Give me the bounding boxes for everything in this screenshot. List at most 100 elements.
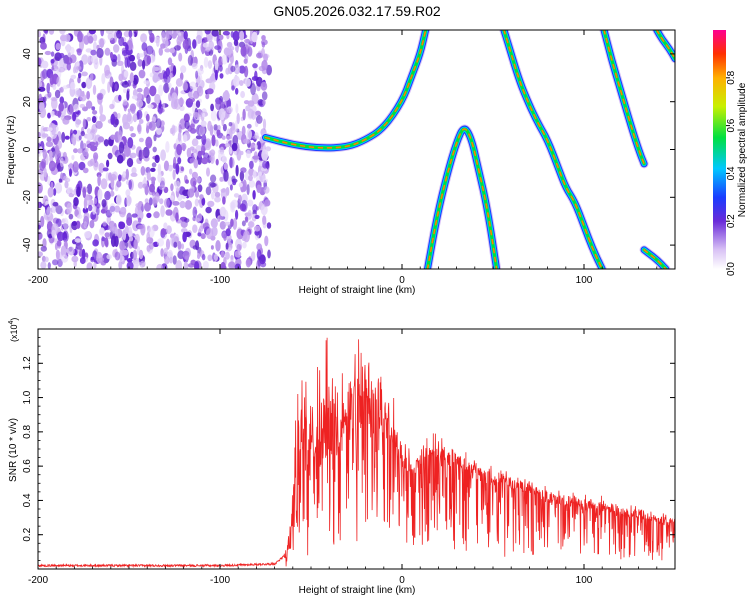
noise-speckle xyxy=(130,172,138,177)
noise-speckle xyxy=(72,129,78,135)
noise-speckle xyxy=(64,135,70,140)
top-y-ticks: -40 -20 0 20 40 xyxy=(22,29,675,270)
noise-speckle xyxy=(54,182,63,194)
noise-speckle xyxy=(174,45,181,51)
noise-speckle xyxy=(78,161,86,171)
noise-speckle xyxy=(63,175,68,181)
echo-curve-3 xyxy=(499,30,607,269)
noise-speckle xyxy=(165,225,172,235)
noise-speckle xyxy=(240,167,247,173)
noise-speckle xyxy=(261,41,266,48)
noise-speckle xyxy=(51,229,56,238)
noise-speckle xyxy=(90,49,97,56)
noise-speckle xyxy=(158,184,166,191)
noise-speckle xyxy=(79,93,87,102)
noise-speckle xyxy=(78,72,82,79)
y-tick-label: -20 xyxy=(22,190,33,205)
noise-speckle xyxy=(156,263,164,269)
noise-speckle xyxy=(265,146,271,152)
snr-series-line xyxy=(38,337,675,569)
noise-speckle xyxy=(206,88,214,95)
noise-speckle xyxy=(156,127,162,135)
noise-speckle xyxy=(192,206,198,218)
noise-speckle xyxy=(90,145,98,152)
noise-speckle xyxy=(118,94,122,102)
noise-speckle xyxy=(234,120,238,133)
noise-speckle xyxy=(66,188,70,195)
noise-speckle xyxy=(155,118,162,129)
noise-speckle xyxy=(136,210,144,221)
noise-speckle xyxy=(189,168,193,175)
noise-speckle xyxy=(173,241,178,248)
noise-speckle xyxy=(50,59,55,64)
noise-speckle xyxy=(138,69,146,79)
noise-speckle xyxy=(115,194,122,206)
noise-speckle xyxy=(180,243,185,250)
noise-speckle xyxy=(86,262,93,269)
noise-speckle xyxy=(223,169,229,182)
noise-speckle xyxy=(62,217,69,230)
noise-speckle xyxy=(238,194,242,203)
noise-speckle xyxy=(96,92,104,100)
noise-speckle xyxy=(225,186,230,196)
noise-speckle xyxy=(43,167,47,178)
noise-speckle xyxy=(42,96,47,103)
noise-speckle xyxy=(207,120,212,132)
bottom-y-axis-label: SNR (10 * v/v) xyxy=(8,418,19,482)
noise-speckle xyxy=(131,167,137,175)
noise-speckle xyxy=(262,178,268,183)
noise-speckle xyxy=(248,180,256,188)
noise-speckle xyxy=(125,168,129,180)
noise-speckle xyxy=(116,30,123,39)
noise-speckle xyxy=(46,206,52,217)
noise-speckle xyxy=(38,81,43,88)
noise-speckle xyxy=(247,46,253,57)
noise-speckle xyxy=(118,221,126,230)
noise-speckle xyxy=(104,190,111,201)
noise-speckle xyxy=(187,55,193,66)
noise-speckle xyxy=(244,78,251,87)
noise-speckle xyxy=(146,94,151,105)
noise-speckle xyxy=(152,146,157,153)
noise-speckle xyxy=(128,30,133,38)
noise-speckle xyxy=(235,103,239,114)
noise-speckle xyxy=(146,231,151,244)
noise-speckle xyxy=(140,149,145,160)
noise-speckle xyxy=(214,196,221,203)
noise-speckle xyxy=(123,146,131,157)
noise-speckle xyxy=(85,77,93,89)
noise-speckle xyxy=(244,216,248,222)
noise-speckle xyxy=(104,47,111,56)
noise-speckle xyxy=(233,75,240,87)
noise-speckle xyxy=(86,133,93,141)
noise-speckle xyxy=(229,146,233,155)
noise-speckle xyxy=(200,233,206,240)
noise-speckle xyxy=(177,157,182,165)
noise-speckle xyxy=(46,82,50,94)
noise-speckle xyxy=(234,263,241,269)
noise-speckle xyxy=(233,193,240,198)
noise-speckle xyxy=(38,86,46,92)
noise-speckle xyxy=(263,186,270,194)
noise-speckle xyxy=(225,242,229,250)
noise-speckle xyxy=(197,232,202,237)
noise-speckle xyxy=(121,50,128,56)
noise-speckle xyxy=(267,249,271,259)
noise-speckle xyxy=(218,151,225,161)
noise-speckle xyxy=(136,92,143,101)
noise-speckle xyxy=(255,115,263,124)
noise-speckle xyxy=(157,163,162,175)
noise-speckle xyxy=(206,167,210,177)
noise-speckle xyxy=(252,170,257,179)
noise-speckle xyxy=(229,184,233,191)
noise-speckle xyxy=(204,138,212,151)
noise-speckle xyxy=(172,201,180,206)
noise-speckle xyxy=(83,142,87,150)
noise-speckle xyxy=(99,227,105,234)
noise-speckle xyxy=(102,221,107,227)
noise-speckle xyxy=(65,57,73,65)
noise-speckle xyxy=(197,150,202,158)
noise-speckle xyxy=(258,171,263,177)
noise-speckle xyxy=(92,110,98,115)
